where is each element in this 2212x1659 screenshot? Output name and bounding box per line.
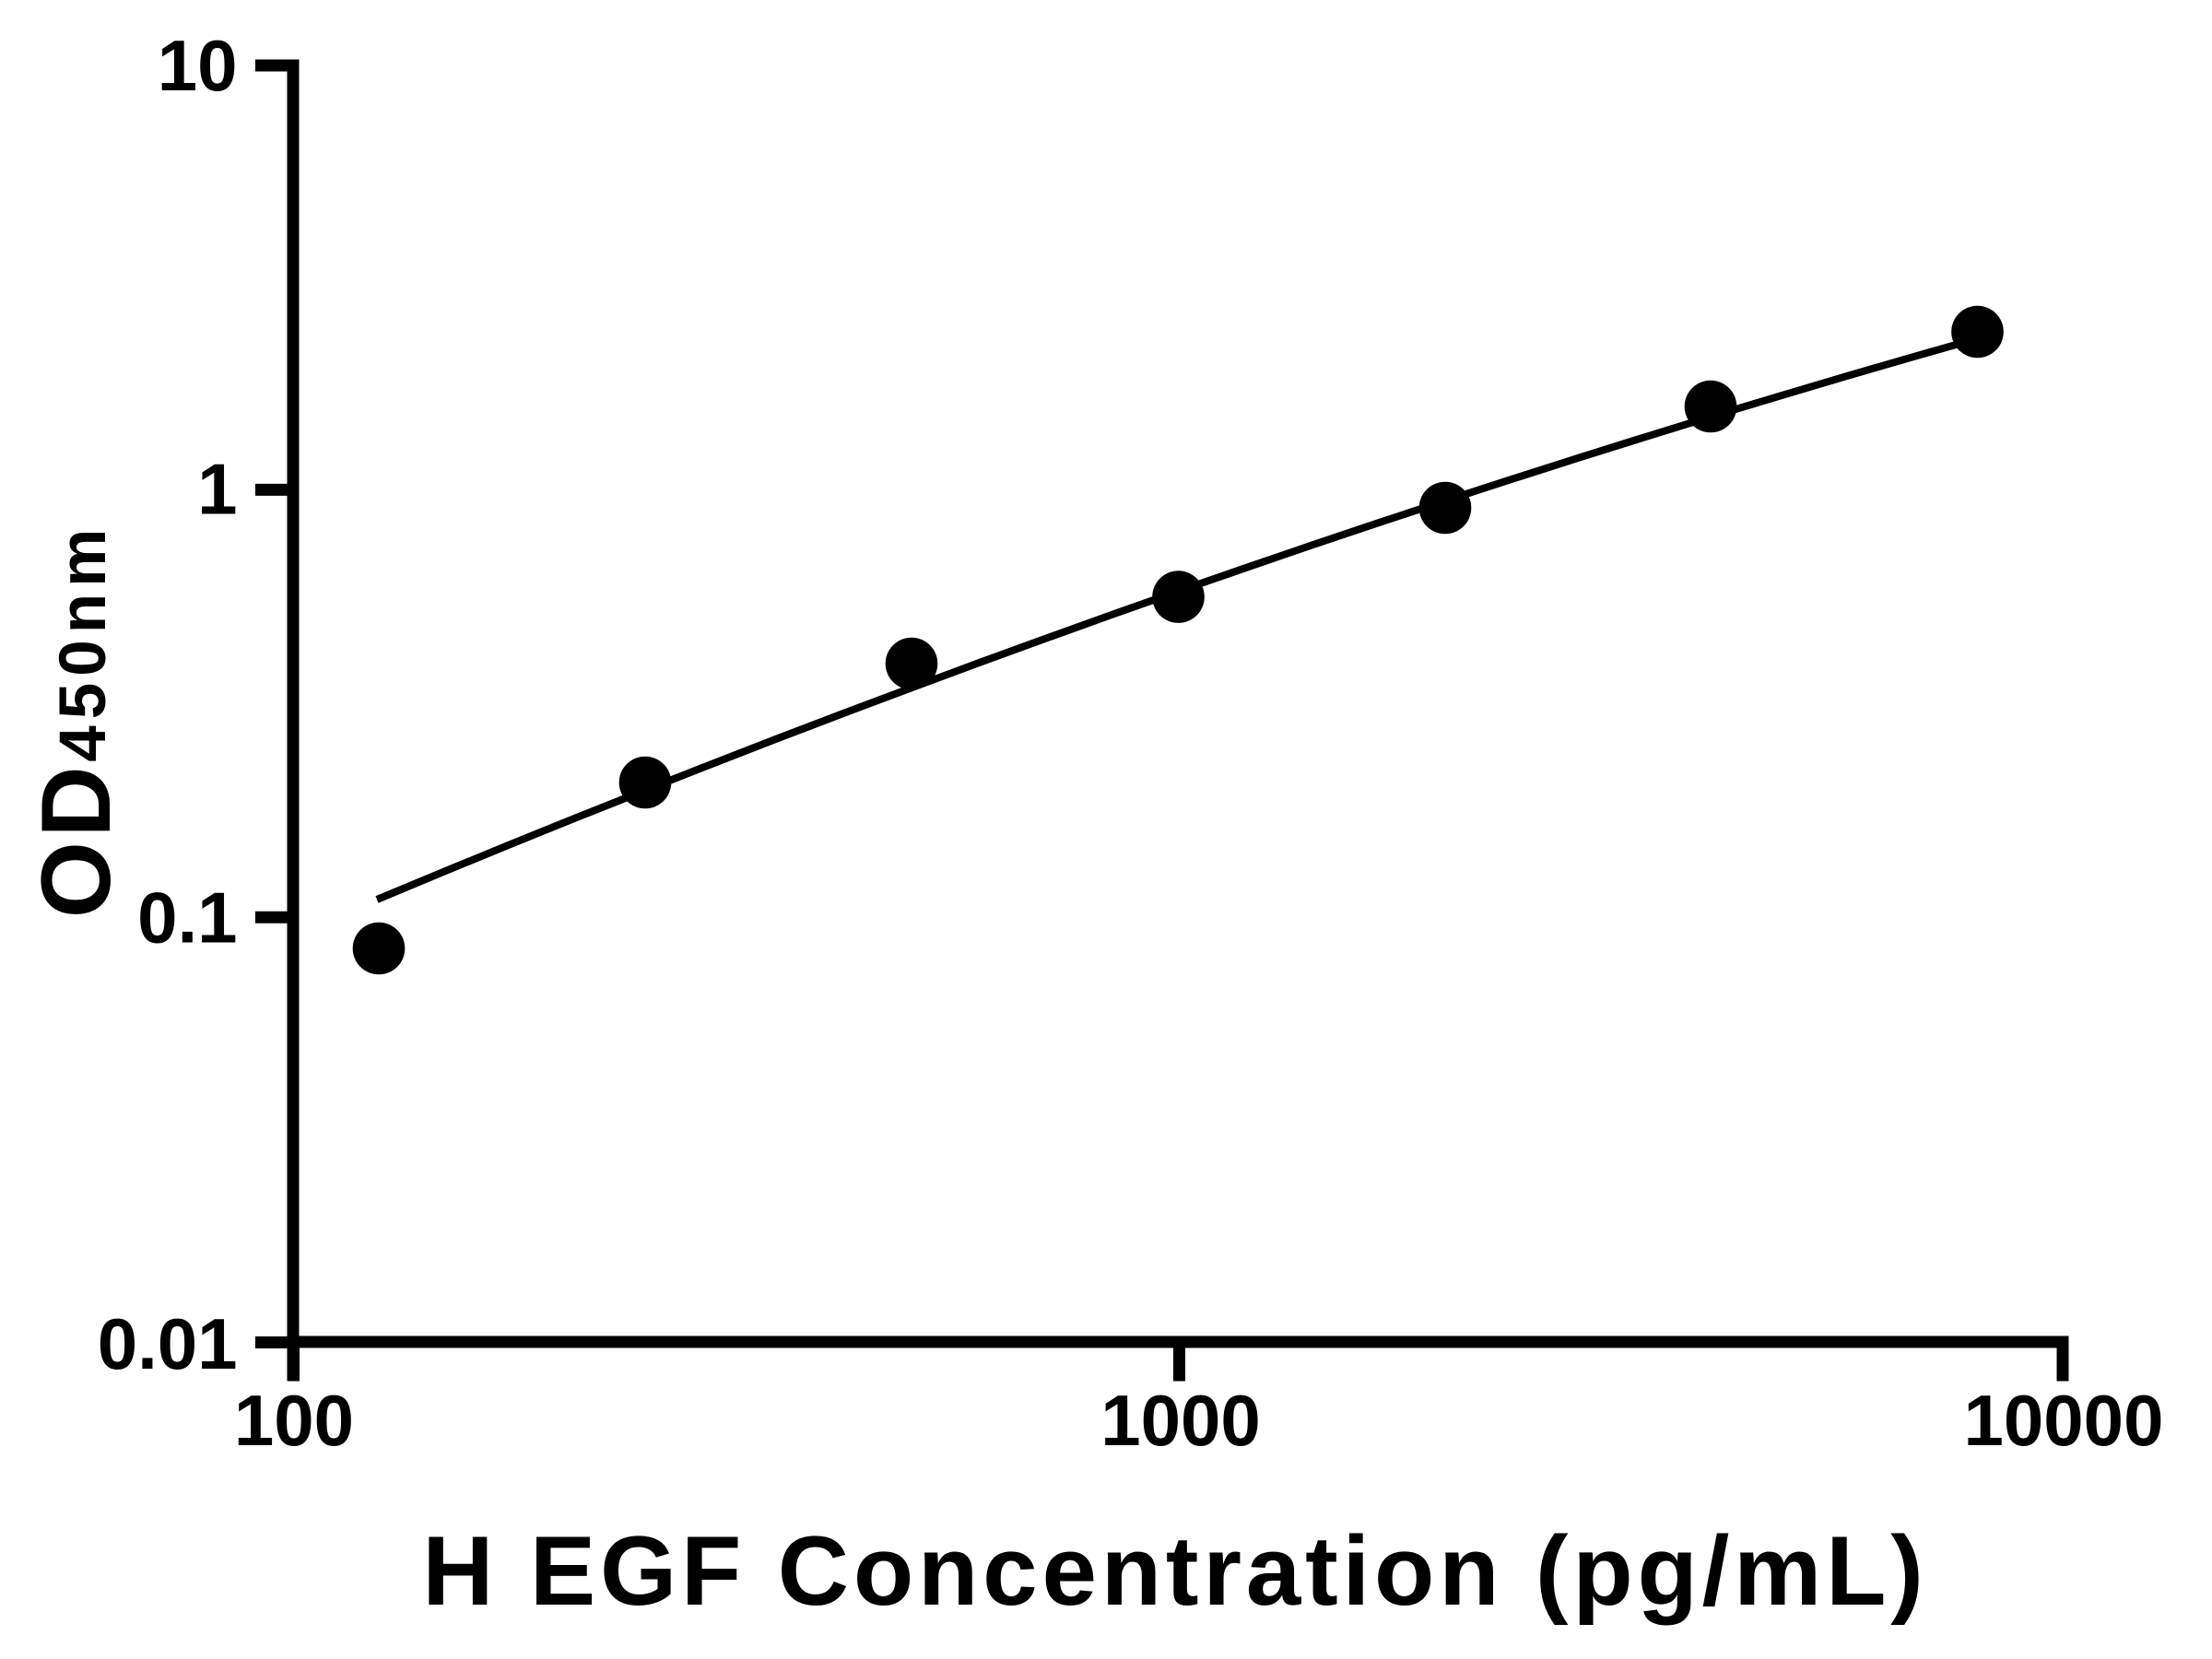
svg-text:100: 100 [234, 1380, 354, 1461]
svg-text:10: 10 [158, 25, 238, 106]
svg-text:OD450nm: OD450nm [20, 523, 131, 918]
svg-text:0.1: 0.1 [137, 877, 237, 959]
svg-text:H EGF Concentration (pg/mL): H EGF Concentration (pg/mL) [422, 1515, 1927, 1626]
svg-text:1: 1 [197, 449, 237, 530]
svg-text:10000: 10000 [1964, 1380, 2164, 1461]
svg-text:1000: 1000 [1100, 1380, 1261, 1461]
svg-text:0.01: 0.01 [98, 1303, 238, 1384]
